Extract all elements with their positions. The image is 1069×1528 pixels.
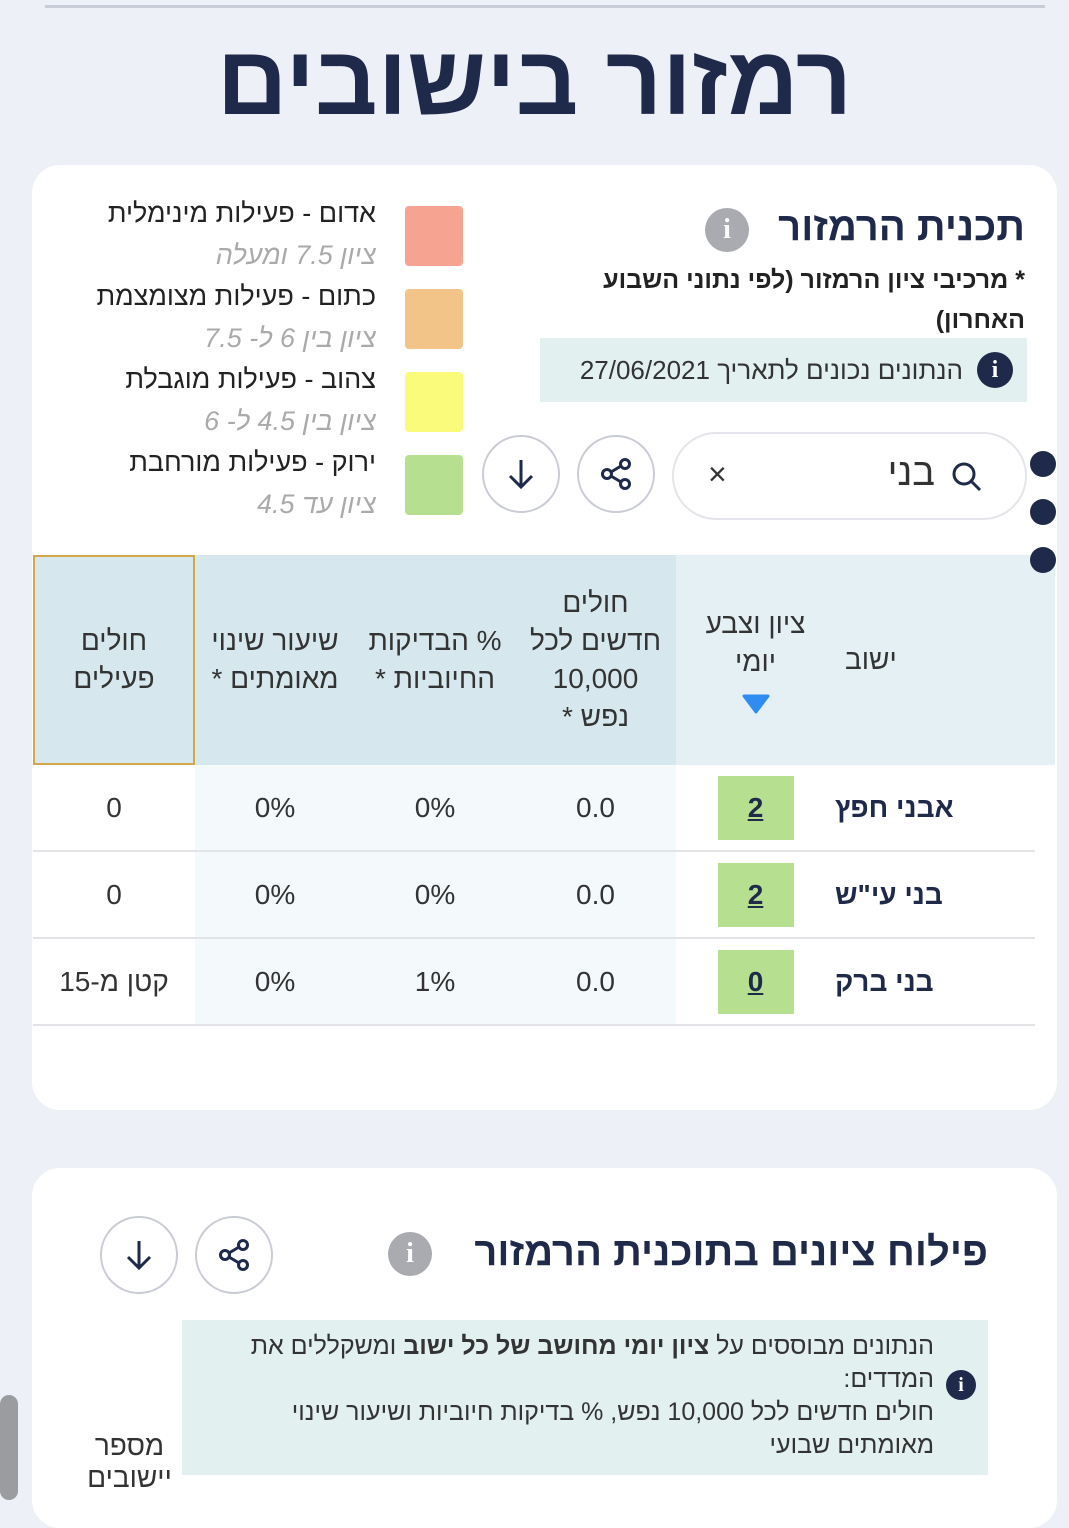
info-icon: i: [977, 352, 1013, 388]
table-cell: 0: [33, 852, 195, 938]
legend-swatch: [405, 289, 463, 349]
page-title: רמזור בישובים: [216, 25, 853, 135]
table-cell: 0: [676, 939, 835, 1025]
table-cell: 0%: [195, 765, 355, 851]
info-text-part: ומשקללים את המדדים:: [250, 1332, 934, 1393]
plan-card: תכנית הרמזור i * מרכיבי ציון הרמזור (לפי…: [32, 165, 1057, 1110]
table-cell: 0%: [195, 939, 355, 1025]
legend-range: ציון עד 4.5: [257, 489, 376, 519]
top-rule: [45, 5, 1045, 8]
subtitle: * מרכיבי ציון הרמזור (לפי נתוני השבוע הא…: [603, 266, 1025, 334]
column-header: חולים חדשים לכל 10,000 נפש *: [515, 555, 676, 765]
share-icon: [601, 458, 631, 490]
scores-card: פילוח ציונים בתוכנית הרמזור i i הנתונים …: [32, 1168, 1057, 1528]
header-text: חולים פעילים: [73, 625, 155, 694]
info-icon[interactable]: i: [388, 1232, 432, 1276]
table-cell: 2: [676, 765, 835, 851]
share-icon: [219, 1239, 249, 1271]
table-cell: 0.0: [515, 852, 676, 938]
clear-button[interactable]: ×: [708, 456, 727, 492]
legend-label: אדום - פעילות מינימלית: [107, 198, 376, 228]
table-cell: קטן מ-15: [33, 939, 195, 1025]
header-text: חולים חדשים לכל 10,000 נפש *: [529, 587, 662, 732]
search-box[interactable]: בני ×: [672, 432, 1027, 520]
score-badge[interactable]: 0: [717, 950, 794, 1014]
info-text: הנתונים מבוססים על ציון יומי מחושב של כל…: [232, 1330, 934, 1396]
download-icon: [126, 1241, 152, 1271]
table-cell: 0%: [355, 765, 515, 851]
header-text: ישוב: [845, 644, 897, 675]
column-header: שיעור שינוי מאומתים *: [195, 555, 355, 765]
legend-range: ציון בין 6 ל- 7.5: [204, 323, 376, 353]
column-header: % הבדיקות החיוביות *: [355, 555, 515, 765]
header-text: ציון וצבע יומי: [705, 608, 806, 677]
legend-label: צהוב - פעילות מוגבלת: [125, 364, 376, 394]
legend-swatch: [405, 206, 463, 266]
column-header: ישוב: [835, 555, 1055, 765]
table-cell: 0: [33, 765, 195, 851]
score-badge[interactable]: 2: [717, 863, 794, 927]
legend-range: ציון 7.5 ומעלה: [215, 240, 376, 270]
table-cell: 2: [676, 852, 835, 938]
info-box: i הנתונים מבוססים על ציון יומי מחושב של …: [182, 1320, 988, 1475]
info-icon: i: [946, 1370, 976, 1400]
scrollbar[interactable]: [0, 1395, 18, 1500]
table-cell: 1%: [355, 939, 515, 1025]
table-cell: 0%: [195, 852, 355, 938]
score-badge[interactable]: 2: [717, 776, 794, 840]
card-title: תכנית הרמזור: [778, 205, 1025, 249]
card-title: פילוח ציונים בתוכנית הרמזור: [474, 1230, 988, 1274]
info-text-line2: חולים חדשים לכל 10,000 נפש, % בדיקות חיו…: [291, 1398, 934, 1459]
legend-label: כתום - פעילות מצומצמת: [96, 281, 376, 311]
row-divider: [33, 1024, 1035, 1026]
legend-range: ציון בין 4.5 ל- 6: [204, 406, 376, 436]
table-cell: בני ברק: [835, 939, 1055, 1025]
table-cell: 0%: [355, 852, 515, 938]
table-cell: אבני חפץ: [835, 765, 1055, 851]
table-cell: בני עי"ש: [835, 852, 1055, 938]
dot: [1030, 499, 1056, 525]
search-icon: [952, 462, 982, 492]
legend-swatch: [405, 455, 463, 515]
legend-swatch: [405, 372, 463, 432]
dot: [1030, 547, 1056, 573]
header-text: % הבדיקות החיוביות *: [368, 625, 502, 694]
download-icon: [508, 460, 534, 490]
date-box: i הנתונים נכונים לתאריך 27/06/2021: [540, 338, 1027, 402]
sort-indicator: [742, 694, 769, 714]
download-button[interactable]: [482, 435, 560, 513]
info-bold: ציון יומי מחושב של כל ישוב: [403, 1332, 710, 1360]
download-button[interactable]: [100, 1216, 178, 1294]
info-text-part: הנתונים מבוססים על: [709, 1332, 934, 1360]
table-cell: 0.0: [515, 939, 676, 1025]
dot: [1030, 451, 1056, 477]
row-divider: [33, 937, 1035, 939]
row-divider: [33, 850, 1035, 852]
table-cell: 0.0: [515, 765, 676, 851]
date-note: הנתונים נכונים לתאריך 27/06/2021: [579, 354, 963, 385]
column-header: חולים פעילים: [33, 555, 195, 765]
info-icon[interactable]: i: [705, 208, 749, 252]
share-button[interactable]: [195, 1216, 273, 1294]
legend-label: ירוק - פעילות מורחבת: [129, 447, 376, 477]
share-button[interactable]: [577, 435, 655, 513]
header-text: שיעור שינוי מאומתים *: [211, 625, 339, 694]
search-input[interactable]: בני: [887, 452, 935, 494]
axis-label: מספר יישובים: [87, 1430, 172, 1493]
column-header[interactable]: ציון וצבע יומי: [676, 555, 835, 765]
